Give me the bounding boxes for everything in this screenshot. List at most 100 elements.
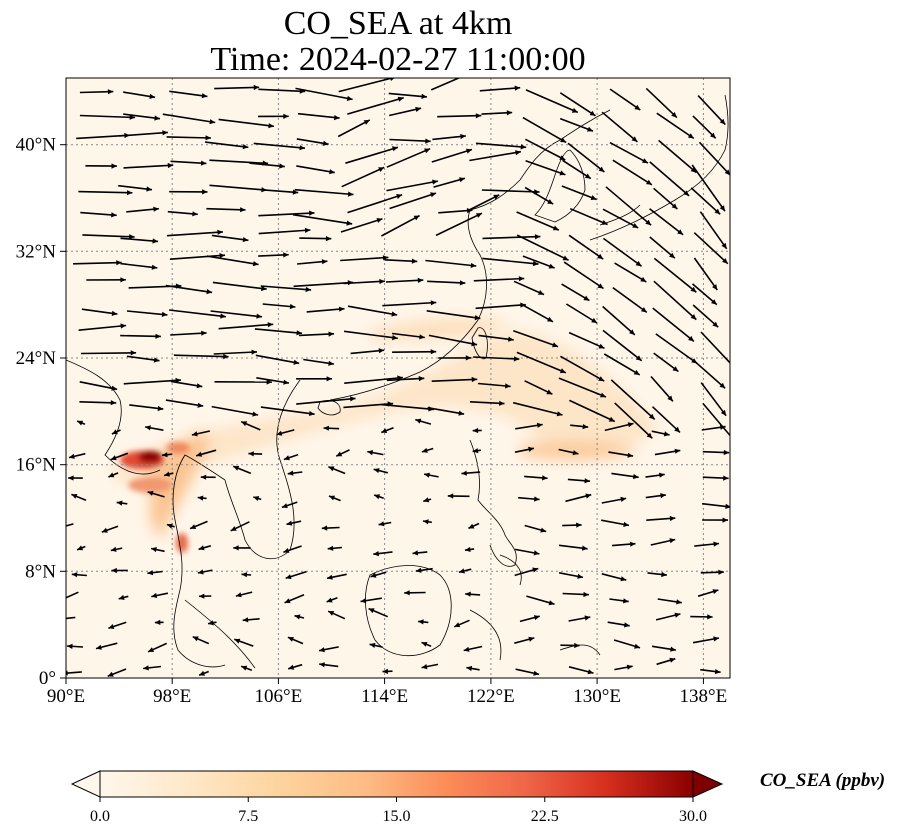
wind-vector-shaft	[78, 190, 133, 194]
wind-vector-shaft	[609, 88, 641, 111]
wind-vector-head	[287, 470, 294, 476]
wind-vector-head	[465, 355, 472, 361]
wind-vector-head	[533, 550, 540, 556]
wind-vector-head	[120, 277, 126, 283]
wind-vector-shaft	[602, 237, 642, 267]
wind-vector-head	[283, 379, 289, 385]
wind-vector-head	[533, 615, 540, 621]
wind-vector-shaft	[341, 166, 385, 188]
wind-vector-shaft	[126, 310, 168, 316]
wind-vector-shaft	[478, 334, 514, 341]
wind-vector-head	[620, 576, 627, 582]
wind-vector-head	[608, 416, 615, 422]
wind-vector-head	[547, 199, 554, 205]
wind-vector-shaft	[482, 235, 541, 240]
wind-vector-shaft	[297, 112, 340, 119]
wind-vector-shaft	[603, 353, 641, 376]
wind-vector-head	[283, 548, 290, 553]
wind-vector-head	[205, 135, 211, 141]
wind-vector-head	[346, 220, 353, 226]
wind-vector-head	[288, 664, 295, 670]
wind-vector-shaft	[653, 280, 697, 321]
wind-vector-shaft	[209, 184, 267, 191]
wind-vector-shaft	[568, 331, 605, 350]
wind-vector-head	[620, 496, 627, 502]
wind-vector-head	[634, 643, 640, 649]
wind-vector-shaft	[120, 334, 161, 338]
wind-vector-shaft	[428, 334, 478, 346]
wind-vector-head	[256, 313, 262, 319]
wind-vector-head	[382, 255, 389, 261]
wind-vector-head	[151, 264, 158, 270]
wind-vector-head	[688, 335, 694, 342]
wind-vector-head	[252, 261, 259, 267]
wind-vector-head	[631, 136, 638, 142]
wind-vector-head	[289, 303, 296, 310]
wind-vector-head	[536, 422, 543, 428]
wind-vector-shaft	[173, 354, 229, 358]
wind-vector-head	[367, 450, 374, 456]
wind-vector-shaft	[169, 90, 208, 98]
wind-vector-head	[242, 144, 249, 150]
wind-vector-head	[304, 227, 311, 233]
wind-vector-head	[198, 545, 205, 551]
wind-vector-head	[363, 120, 370, 125]
wind-vector-head	[648, 413, 655, 420]
wind-vector-shaft	[430, 78, 461, 91]
wind-vector-shaft	[569, 399, 616, 423]
wind-vector-shaft	[693, 232, 729, 265]
wind-vector-head	[514, 85, 521, 91]
wind-vector-head	[319, 662, 325, 668]
wind-vector-head	[415, 418, 422, 424]
wind-vector-shaft	[425, 259, 477, 267]
wind-vector-head	[635, 355, 642, 361]
wind-vector-shaft	[389, 192, 437, 210]
lat-tick-label: 8°N	[25, 561, 56, 582]
wind-vector-head	[327, 545, 334, 551]
lon-tick-label: 114°E	[361, 686, 408, 707]
wind-vector-shaft	[469, 401, 505, 405]
lon-tick-label: 106°E	[255, 686, 303, 707]
wind-vector-head	[192, 211, 198, 217]
wind-vector-head	[110, 455, 117, 461]
wind-vector-shaft	[338, 78, 396, 93]
wind-vector-head	[110, 400, 117, 406]
wind-vector-head	[629, 329, 635, 335]
wind-vector-head	[722, 258, 728, 264]
wind-vector-shaft	[306, 307, 345, 313]
wind-vector-head	[646, 432, 653, 439]
colorbar-extend-min	[70, 770, 101, 798]
colorbar: 0.0 7.5 15.0 22.5 30.0	[70, 770, 724, 825]
wind-vector-head	[421, 642, 428, 647]
wind-vector-head	[147, 490, 154, 496]
wind-vector-head	[671, 112, 677, 118]
wind-vector-shaft	[568, 234, 604, 260]
wind-vector-head	[329, 169, 335, 175]
wind-vector-head	[634, 104, 641, 110]
wind-vector-shaft	[213, 351, 258, 355]
wind-vector-head	[412, 550, 419, 556]
wind-vector-shaft	[80, 352, 137, 355]
wind-vector-head	[153, 357, 160, 363]
wind-vector-shaft	[206, 255, 259, 266]
wind-vector-shaft	[120, 237, 159, 243]
wind-vector-shaft	[347, 194, 403, 214]
wind-vector-shaft	[392, 350, 437, 353]
wind-vector-shaft	[344, 376, 403, 384]
wind-vector-head	[283, 252, 289, 258]
wind-vector-head	[151, 592, 158, 598]
wind-vector-head	[148, 647, 155, 652]
wind-vector-head	[240, 207, 246, 213]
wind-vector-shaft	[651, 406, 681, 433]
wind-vector-head	[552, 342, 558, 348]
wind-vector-head	[382, 668, 388, 674]
wind-vector-shaft	[392, 332, 425, 339]
wind-vector-shaft	[119, 131, 168, 137]
wind-vector-head	[472, 427, 479, 434]
wind-vector-head	[505, 383, 511, 389]
wind-vector-head	[520, 144, 527, 150]
wind-vector-head	[66, 670, 68, 676]
wind-vector-head	[581, 545, 588, 551]
wind-vector-head	[69, 453, 75, 459]
wind-vector-shaft	[605, 186, 652, 226]
